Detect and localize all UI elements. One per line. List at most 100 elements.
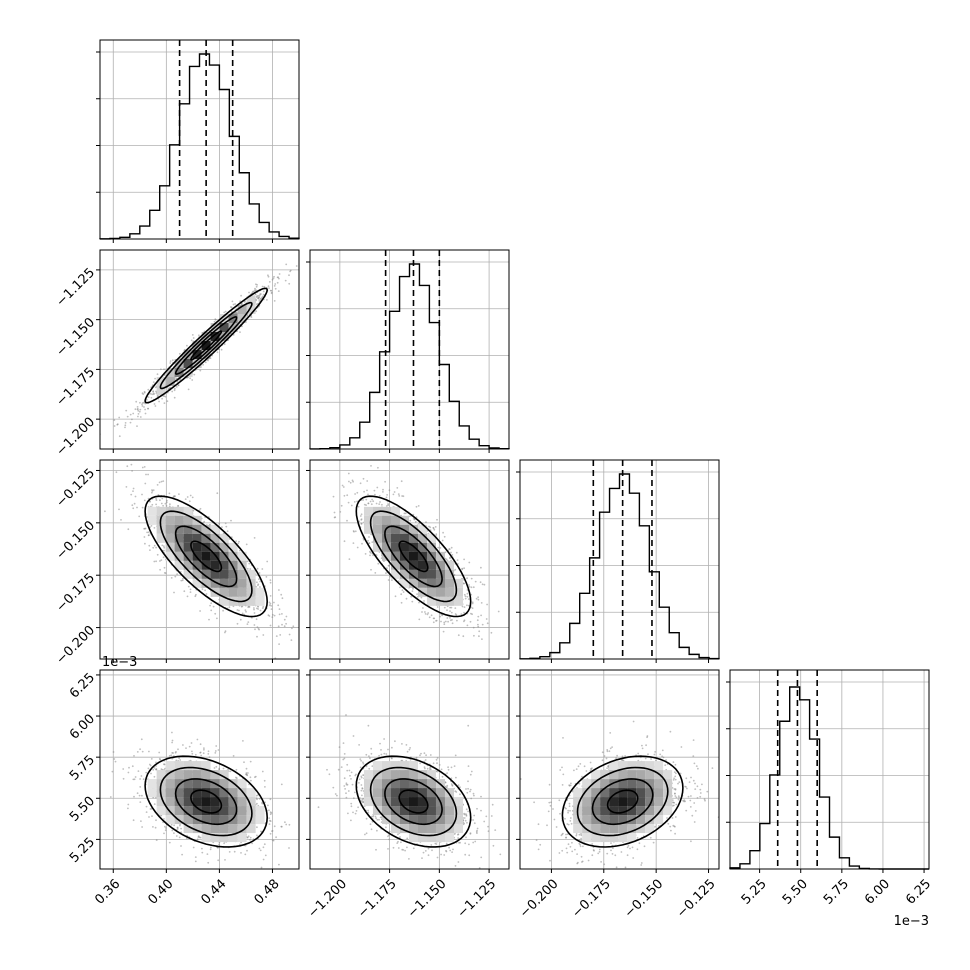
sample-point xyxy=(371,498,373,501)
sample-point xyxy=(422,607,424,609)
sample-point xyxy=(249,568,252,570)
density-cell xyxy=(246,569,256,579)
sample-point xyxy=(91,448,93,450)
sample-point xyxy=(270,292,273,295)
sample-point xyxy=(256,303,258,306)
sample-point xyxy=(174,575,177,578)
sample-point xyxy=(264,854,267,857)
sample-point xyxy=(432,617,435,620)
sample-point xyxy=(124,424,127,427)
sample-point xyxy=(246,567,249,570)
sample-point xyxy=(192,337,195,339)
density-cell xyxy=(219,569,229,579)
sample-point xyxy=(375,502,378,505)
sample-point xyxy=(244,609,247,611)
sample-point xyxy=(145,440,147,442)
sample-point xyxy=(127,803,130,806)
sample-point xyxy=(256,607,258,610)
sample-point xyxy=(396,487,399,489)
density-cell xyxy=(219,533,229,543)
sample-point xyxy=(222,609,225,612)
sample-point xyxy=(477,623,479,626)
sample-point xyxy=(137,415,139,418)
sample-point xyxy=(461,567,464,570)
sample-point xyxy=(152,489,155,491)
sample-point xyxy=(216,351,219,354)
density-cell xyxy=(417,560,427,570)
sample-point xyxy=(437,546,440,549)
sample-point xyxy=(382,488,384,491)
sample-point xyxy=(174,751,177,754)
sample-point xyxy=(191,379,194,381)
density-cell xyxy=(435,587,445,597)
scatter-panel-0-2 xyxy=(96,440,300,663)
sample-point xyxy=(228,606,231,609)
sample-point xyxy=(246,623,249,625)
scatter-points xyxy=(91,263,298,450)
sample-point xyxy=(430,614,433,617)
sample-point xyxy=(132,819,135,822)
sample-point xyxy=(352,542,355,544)
sample-point xyxy=(156,553,159,556)
sample-point xyxy=(156,373,159,376)
sample-point xyxy=(201,588,204,590)
sample-point xyxy=(252,290,255,293)
sample-point xyxy=(174,387,176,390)
sample-point xyxy=(163,402,166,404)
sample-point xyxy=(258,299,261,301)
density-cell xyxy=(408,551,418,561)
sample-point xyxy=(288,282,291,285)
density-cell xyxy=(444,569,454,579)
sample-point xyxy=(463,619,466,622)
contour-level-2 xyxy=(159,301,253,390)
sample-point xyxy=(162,504,165,507)
sample-point xyxy=(417,505,420,507)
sample-point xyxy=(141,392,144,395)
sample-point xyxy=(226,530,229,532)
density-cell xyxy=(426,542,436,552)
sample-point xyxy=(189,494,192,497)
sample-point xyxy=(443,621,446,624)
sample-point xyxy=(277,604,280,607)
sample-point xyxy=(268,615,271,617)
sample-point xyxy=(214,612,217,615)
sample-point xyxy=(369,500,372,503)
sample-point xyxy=(267,274,269,277)
sample-point xyxy=(113,419,116,421)
sample-point xyxy=(230,519,232,522)
density-cell xyxy=(183,551,193,561)
sample-point xyxy=(443,606,446,609)
sample-point xyxy=(343,540,346,543)
sample-point xyxy=(421,611,423,613)
sample-point xyxy=(145,473,147,476)
sample-point xyxy=(369,550,371,553)
sample-point xyxy=(149,549,151,551)
scatter-points xyxy=(104,440,295,659)
sample-point xyxy=(270,605,273,607)
sample-point xyxy=(141,750,144,753)
sample-point xyxy=(189,377,192,380)
sample-point xyxy=(273,601,275,604)
sample-point xyxy=(160,368,162,371)
sample-point xyxy=(175,835,178,837)
scatter-panel-1-2 xyxy=(306,459,510,663)
sample-point xyxy=(360,513,363,516)
sample-point xyxy=(283,618,286,621)
sample-point xyxy=(477,625,480,628)
sample-point xyxy=(132,490,134,492)
sample-point xyxy=(259,580,261,583)
sample-point xyxy=(139,786,142,788)
sample-point xyxy=(273,300,276,302)
contour-level-1 xyxy=(174,525,238,588)
scatter-points xyxy=(332,465,500,640)
sample-point xyxy=(386,494,388,496)
sample-point xyxy=(224,631,226,634)
density-cell xyxy=(210,578,220,588)
density-cell xyxy=(219,551,229,561)
sample-point xyxy=(148,816,150,818)
contour-level-2 xyxy=(159,510,253,603)
sample-point xyxy=(272,277,275,280)
sample-point xyxy=(150,758,153,760)
sample-point xyxy=(468,584,470,586)
